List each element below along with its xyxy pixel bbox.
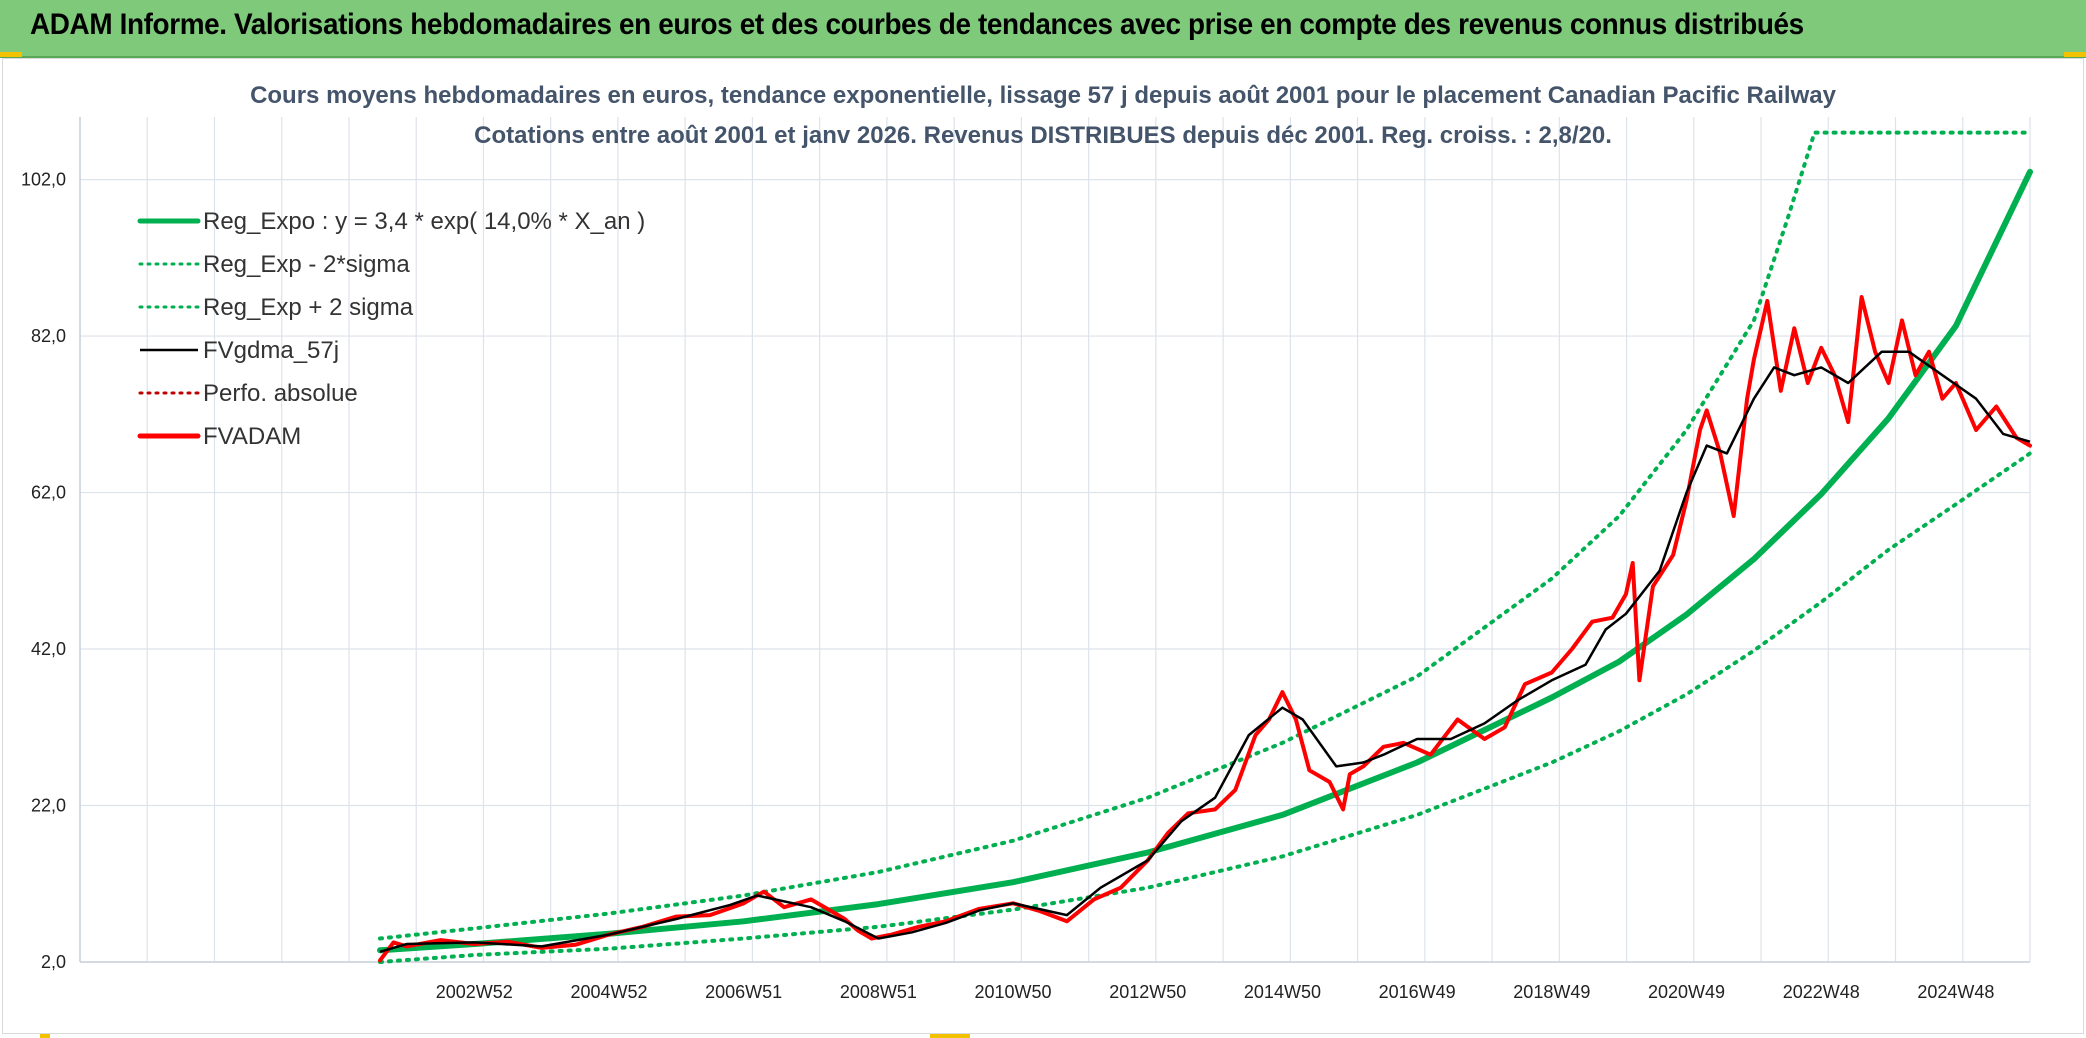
axes: 2,0 22,0 42,0 62,0 82,0 102,0 2002W52 2004W52 20…	[21, 117, 2030, 1002]
corner-accent-bottom-mid	[930, 1033, 970, 1038]
legend: Reg_Expo : y = 3,4 * exp( 14,0% * X_an )…	[137, 208, 645, 450]
series-layer	[377, 130, 2033, 964]
legend-label: Perfo. absolue	[203, 380, 358, 407]
chart-frame: Cours moyens hebdomadaires en euros, ten…	[2, 58, 2084, 1034]
x-tick-label: 2002W52	[436, 982, 513, 1002]
x-tick-label: 2018W49	[1513, 982, 1590, 1002]
x-tick-label: 2020W49	[1648, 982, 1725, 1002]
y-tick-label: 82,0	[31, 326, 66, 346]
y-tick-label: 102,0	[21, 170, 66, 190]
x-tick-label: 2016W49	[1379, 982, 1456, 1002]
x-tick-label: 2014W50	[1244, 982, 1321, 1002]
y-tick-label: 42,0	[31, 639, 66, 659]
y-tick-label: 62,0	[31, 483, 66, 503]
legend-label: FVgdma_57j	[203, 337, 339, 364]
x-tick-label: 2004W52	[570, 982, 647, 1002]
x-tick-label: 2024W48	[1917, 982, 1994, 1002]
x-tick-label: 2022W48	[1783, 982, 1860, 1002]
report-title: ADAM Informe. Valorisations hebdomadaire…	[30, 8, 1804, 41]
series-line-5	[378, 295, 2032, 963]
x-tick-label: 2006W51	[705, 982, 782, 1002]
corner-accent-right	[2064, 52, 2086, 57]
series-line-2	[378, 130, 2032, 941]
x-tick-label: 2010W50	[975, 982, 1052, 1002]
report-banner: ADAM Informe. Valorisations hebdomadaire…	[0, 0, 2086, 58]
series-line-0	[377, 168, 2033, 954]
corner-accent-left	[0, 52, 22, 57]
legend-label: Reg_Exp + 2 sigma	[203, 294, 414, 321]
line-chart: Cours moyens hebdomadaires en euros, ten…	[21, 82, 2033, 1002]
y-tick-label: 22,0	[31, 796, 66, 816]
x-tick-label: 2012W50	[1109, 982, 1186, 1002]
chart-subtitle: Cotations entre août 2001 et janv 2026. …	[474, 122, 1612, 149]
series-line-3	[379, 350, 2031, 954]
legend-label: FVADAM	[203, 423, 301, 450]
legend-label: Reg_Expo : y = 3,4 * exp( 14,0% * X_an )	[203, 208, 645, 235]
x-tick-label: 2008W51	[840, 982, 917, 1002]
chart-title: Cours moyens hebdomadaires en euros, ten…	[250, 82, 1837, 109]
series-line-1	[378, 451, 2032, 964]
grid	[79, 117, 2031, 963]
corner-accent-bottom-left	[40, 1033, 50, 1038]
y-tick-label: 2,0	[41, 952, 66, 972]
legend-label: Reg_Exp - 2*sigma	[203, 251, 410, 278]
